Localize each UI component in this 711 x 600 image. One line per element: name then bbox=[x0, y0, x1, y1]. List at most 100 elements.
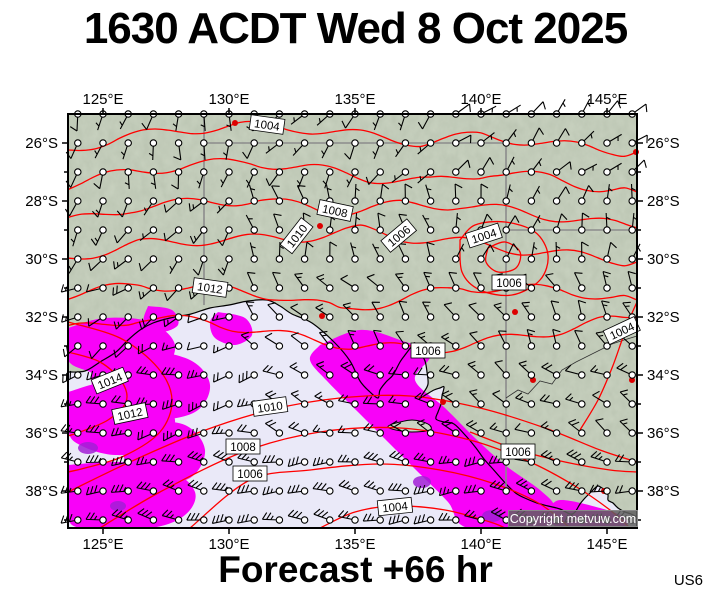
station-circle bbox=[74, 139, 82, 147]
station-circle bbox=[149, 197, 158, 205]
station-circle bbox=[74, 458, 82, 466]
station-circle bbox=[376, 197, 384, 205]
station-circle bbox=[200, 139, 208, 147]
svg-text:1008: 1008 bbox=[230, 442, 256, 454]
station-circle bbox=[426, 458, 435, 466]
station-circle bbox=[552, 226, 561, 234]
station-circle bbox=[124, 313, 132, 321]
lon-label-bottom: 140°E bbox=[460, 536, 501, 553]
wind-barb bbox=[489, 480, 507, 492]
station-circle bbox=[628, 342, 636, 350]
station-circle bbox=[225, 313, 233, 321]
station-circle bbox=[351, 371, 359, 379]
station-circle bbox=[124, 284, 132, 292]
station-circle bbox=[603, 342, 611, 350]
station-circle bbox=[124, 139, 132, 147]
isobar-line bbox=[68, 314, 637, 354]
station-circle bbox=[552, 342, 561, 350]
station-circle bbox=[376, 371, 384, 379]
isobar-label: 1006 bbox=[500, 443, 536, 460]
station-circle bbox=[326, 284, 334, 292]
station-circle bbox=[200, 400, 208, 408]
station-circle bbox=[326, 313, 334, 321]
station-circle bbox=[326, 139, 334, 147]
station-circle bbox=[401, 458, 410, 466]
station-circle bbox=[603, 226, 611, 234]
lat-label-right: 32°S bbox=[647, 309, 680, 326]
isobar-line bbox=[68, 157, 637, 193]
city-dot bbox=[319, 313, 325, 319]
isobar-line bbox=[319, 505, 506, 528]
wind-barb bbox=[589, 484, 608, 493]
station-circle bbox=[99, 342, 107, 350]
station-circle bbox=[552, 371, 561, 379]
wind-barb bbox=[363, 480, 381, 492]
station-circle bbox=[99, 139, 107, 147]
map-frame bbox=[67, 113, 638, 529]
rain-area bbox=[309, 329, 557, 528]
station-circle bbox=[99, 400, 107, 408]
station-circle bbox=[628, 400, 636, 408]
axis-layer: 125°E 125°E 130°E 130°E 135°E 135°E 140°E 140°E… bbox=[25, 91, 679, 553]
station-circle bbox=[149, 487, 158, 495]
isobar-label: 1004 bbox=[248, 114, 286, 135]
station-circle bbox=[426, 168, 435, 176]
station-circle bbox=[426, 139, 435, 147]
station-circle bbox=[225, 139, 233, 147]
station-circle bbox=[74, 226, 82, 234]
wind-barb bbox=[515, 478, 532, 492]
map-title: 1630 ACDT Wed 8 Oct 2025 bbox=[83, 4, 628, 53]
isobar-label: 1006 bbox=[232, 465, 268, 482]
station-circle bbox=[174, 487, 183, 495]
station-circle bbox=[351, 313, 359, 321]
station-circle bbox=[149, 400, 158, 408]
station-circle bbox=[300, 255, 309, 263]
station-circle bbox=[74, 168, 82, 176]
station-circle bbox=[477, 168, 485, 176]
station-circle bbox=[351, 226, 359, 234]
station-circle bbox=[326, 255, 334, 263]
isobar-line bbox=[68, 321, 173, 473]
svg-text:1006: 1006 bbox=[505, 447, 531, 459]
station-circle bbox=[351, 400, 359, 408]
station-circle bbox=[174, 342, 183, 350]
station-circle bbox=[225, 371, 233, 379]
station-circle bbox=[351, 255, 359, 263]
wind-barb bbox=[85, 395, 104, 405]
wind-barb bbox=[464, 456, 482, 468]
wind-barb bbox=[186, 512, 204, 521]
station-circle bbox=[628, 458, 636, 466]
wind-barb bbox=[236, 484, 255, 494]
station-circle bbox=[300, 342, 309, 350]
station-circle bbox=[300, 168, 309, 176]
wind-barb bbox=[60, 424, 78, 434]
wind-barb bbox=[566, 449, 583, 463]
isobar-label: 1004 bbox=[376, 496, 414, 517]
station-circle bbox=[401, 168, 410, 176]
station-circle bbox=[477, 487, 485, 495]
lon-label-top: 135°E bbox=[334, 91, 375, 108]
station-circle bbox=[74, 371, 82, 379]
station-circle bbox=[351, 429, 359, 437]
station-circle bbox=[351, 139, 359, 147]
isobar-line bbox=[68, 394, 637, 493]
station-circle bbox=[426, 371, 435, 379]
rain-area bbox=[143, 306, 179, 333]
station-circle bbox=[225, 516, 233, 524]
station-circle bbox=[174, 400, 183, 408]
station-circle bbox=[401, 487, 410, 495]
svg-text:1008: 1008 bbox=[321, 203, 349, 220]
station-circle bbox=[527, 371, 536, 379]
station-circle bbox=[275, 255, 284, 263]
station-circle bbox=[149, 371, 158, 379]
station-circle bbox=[275, 226, 284, 234]
lat-label-right: 30°S bbox=[647, 251, 680, 268]
station-circle bbox=[527, 197, 536, 205]
svg-text:1006: 1006 bbox=[237, 469, 263, 481]
station-circle bbox=[225, 168, 233, 176]
station-circle bbox=[275, 487, 284, 495]
heavy-rain-spot bbox=[110, 501, 126, 511]
station-circle bbox=[326, 342, 334, 350]
station-circle bbox=[225, 255, 233, 263]
station-circle bbox=[300, 197, 309, 205]
